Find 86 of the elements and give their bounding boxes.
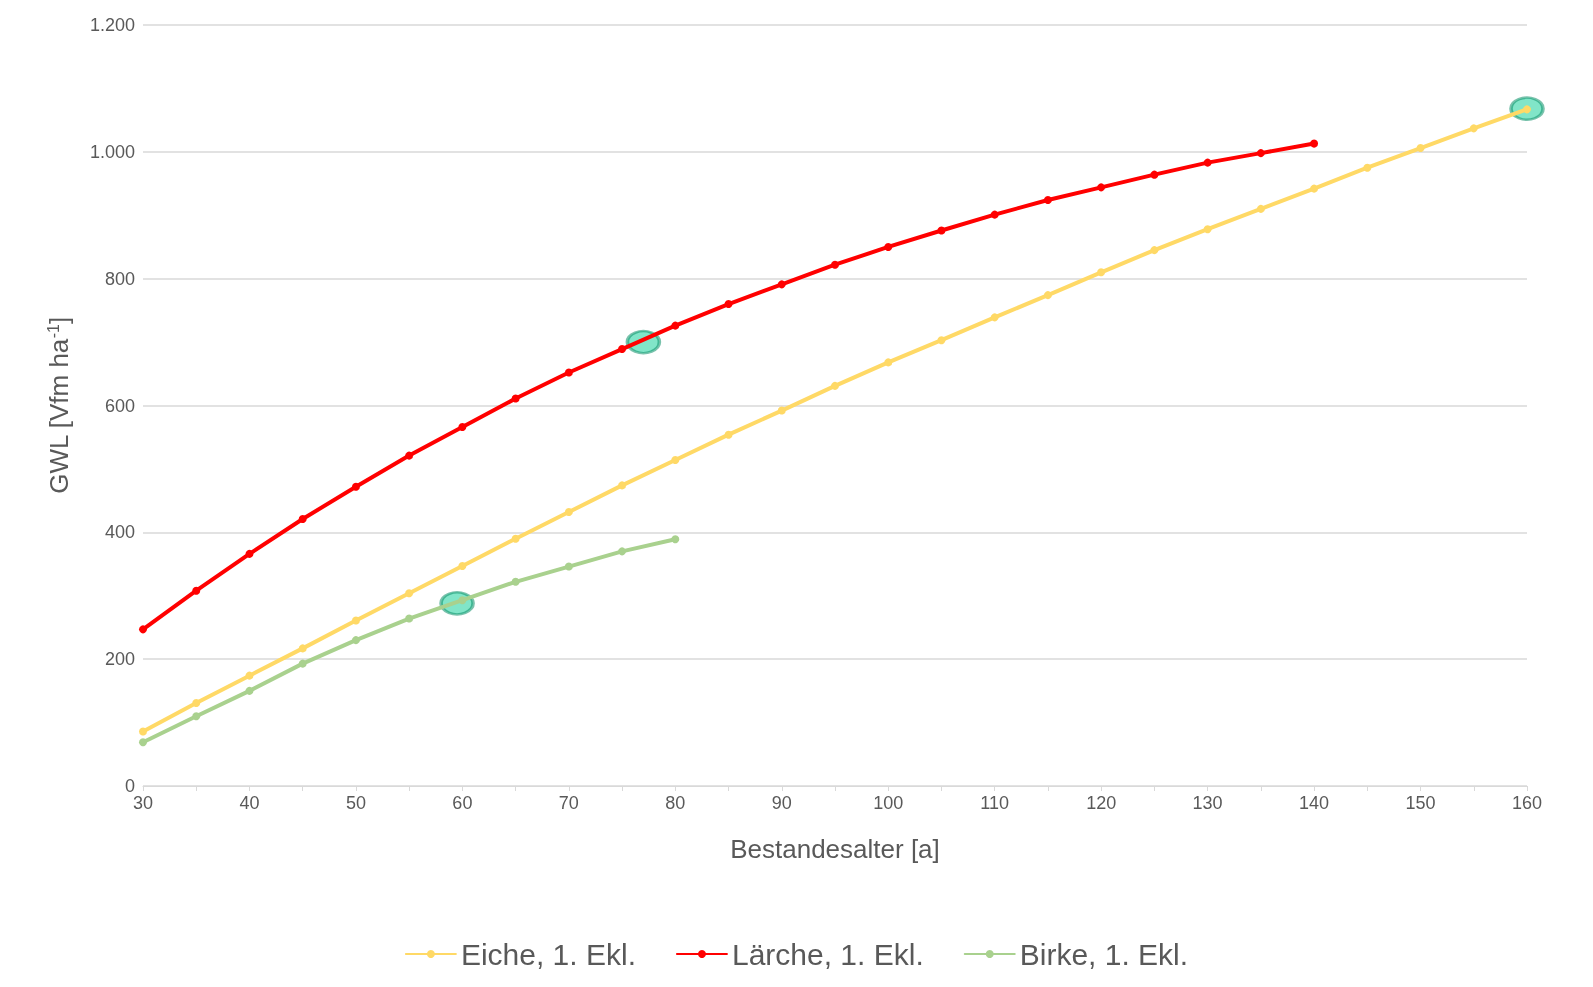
x-tick-label: 70: [558, 793, 579, 813]
x-tick-label: 100: [873, 793, 904, 813]
point: [671, 321, 680, 330]
x-tick-label: 110: [980, 793, 1010, 813]
y-tick-label: 0: [124, 776, 135, 796]
y-tick-label: 600: [104, 395, 135, 416]
point: [618, 345, 627, 354]
legend-label: Lärche, 1. Ekl.: [731, 937, 924, 971]
point: [405, 451, 414, 460]
x-axis-title: Bestandesalter [a]: [730, 834, 940, 864]
legend-label: Birke, 1. Ekl.: [1019, 937, 1189, 971]
point: [884, 242, 893, 251]
point: [139, 727, 147, 736]
point: [511, 534, 520, 543]
point: [298, 659, 307, 668]
point: [1256, 204, 1265, 213]
point: [298, 644, 307, 653]
point: [458, 423, 467, 432]
point: [1203, 158, 1212, 167]
y-tick-label: 1.000: [89, 141, 135, 162]
point: [405, 589, 414, 598]
point: [245, 671, 254, 680]
point: [1310, 184, 1319, 193]
point: [724, 430, 733, 439]
point: [1256, 149, 1265, 158]
y-axis-title: GWL [Vfm ha-1]: [44, 316, 74, 494]
point: [1310, 139, 1319, 148]
point: [671, 456, 680, 465]
point: [1043, 196, 1052, 205]
point: [831, 381, 839, 390]
point: [937, 226, 946, 235]
legend-label: Eiche, 1. Ekl.: [460, 937, 636, 971]
point: [405, 614, 414, 623]
x-tick-label: 160: [1511, 793, 1543, 813]
point: [458, 596, 467, 605]
y-tick-label: 1.200: [89, 15, 135, 35]
point: [511, 394, 520, 403]
point: [1469, 124, 1478, 133]
point: [1203, 225, 1212, 234]
point: [351, 616, 360, 625]
point: [192, 698, 201, 707]
x-tick-label: 130: [1192, 793, 1223, 813]
point: [245, 686, 254, 695]
point: [990, 313, 999, 322]
point: [618, 481, 627, 490]
y-tick-label: 200: [104, 649, 135, 670]
point: [1097, 183, 1106, 192]
x-tick-label: 140: [1299, 793, 1330, 813]
x-tick-label: 60: [452, 793, 473, 813]
point: [458, 561, 467, 570]
y-tick-label: 800: [104, 268, 135, 289]
point: [139, 738, 147, 747]
point: [1150, 246, 1159, 255]
x-tick-label: 120: [1086, 793, 1117, 813]
point: [139, 625, 147, 634]
x-tick-label: 50: [345, 793, 366, 813]
point: [831, 260, 839, 269]
point: [564, 368, 573, 377]
point: [1097, 268, 1106, 277]
point: [671, 535, 680, 544]
point: [1416, 144, 1425, 153]
x-tick-label: 90: [771, 793, 792, 813]
point: [1150, 170, 1159, 179]
point: [1043, 291, 1052, 300]
point: [724, 300, 733, 309]
x-tick-label: 30: [132, 793, 154, 813]
point: [192, 586, 201, 595]
point: [990, 210, 999, 219]
point: [564, 508, 573, 517]
point: [777, 280, 786, 289]
point: [618, 547, 627, 556]
x-tick-label: 80: [665, 793, 686, 813]
point: [937, 336, 946, 345]
point: [298, 515, 307, 524]
y-tick-label: 400: [104, 522, 135, 543]
point: [884, 358, 893, 367]
x-tick-label: 40: [239, 793, 260, 813]
point: [1363, 163, 1372, 172]
point: [351, 482, 360, 491]
point: [511, 577, 520, 586]
point: [351, 636, 360, 645]
point: [564, 562, 573, 571]
point: [245, 549, 254, 558]
point: [192, 712, 201, 721]
point: [777, 406, 786, 415]
x-tick-label: 150: [1405, 793, 1436, 813]
